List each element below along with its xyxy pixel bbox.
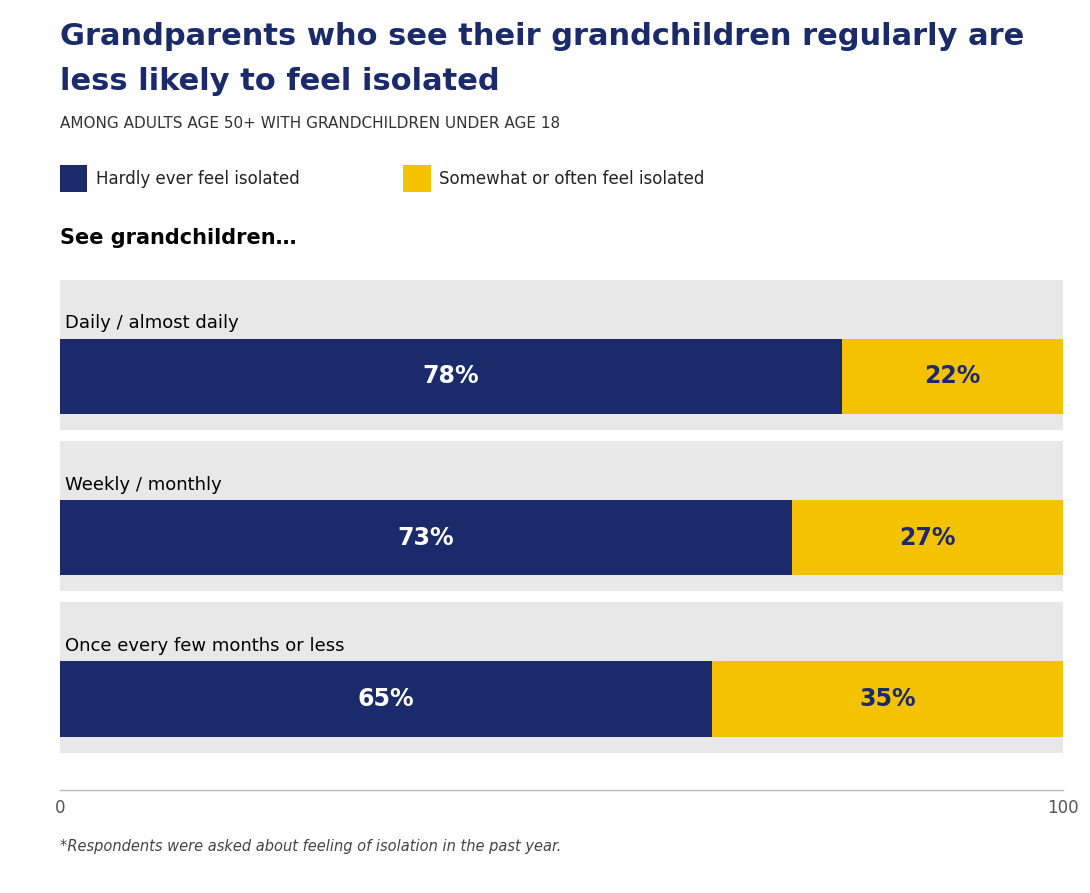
Text: See grandchildren…: See grandchildren… <box>60 228 296 247</box>
Text: Once every few months or less: Once every few months or less <box>65 637 344 655</box>
Bar <box>60 500 792 575</box>
Bar <box>60 662 712 737</box>
Text: Weekly / monthly: Weekly / monthly <box>65 476 221 494</box>
Text: Somewhat or often feel isolated: Somewhat or often feel isolated <box>439 170 704 188</box>
Text: Daily / almost daily: Daily / almost daily <box>65 314 239 332</box>
FancyBboxPatch shape <box>60 441 1063 591</box>
Text: 35%: 35% <box>859 687 916 711</box>
Text: 78%: 78% <box>423 364 480 388</box>
Bar <box>843 338 1063 414</box>
Text: 65%: 65% <box>358 687 414 711</box>
Text: AMONG ADULTS AGE 50+ WITH GRANDCHILDREN UNDER AGE 18: AMONG ADULTS AGE 50+ WITH GRANDCHILDREN … <box>60 116 560 131</box>
Text: less likely to feel isolated: less likely to feel isolated <box>60 67 499 96</box>
Text: *Respondents were asked about feeling of isolation in the past year.: *Respondents were asked about feeling of… <box>60 839 561 855</box>
Text: 22%: 22% <box>924 364 981 388</box>
Text: 27%: 27% <box>899 526 956 549</box>
FancyBboxPatch shape <box>60 602 1063 753</box>
Bar <box>712 662 1063 737</box>
Text: Hardly ever feel isolated: Hardly ever feel isolated <box>96 170 300 188</box>
Bar <box>792 500 1063 575</box>
Bar <box>60 338 843 414</box>
FancyBboxPatch shape <box>60 280 1063 430</box>
Text: 73%: 73% <box>398 526 455 549</box>
Text: Grandparents who see their grandchildren regularly are: Grandparents who see their grandchildren… <box>60 22 1025 51</box>
